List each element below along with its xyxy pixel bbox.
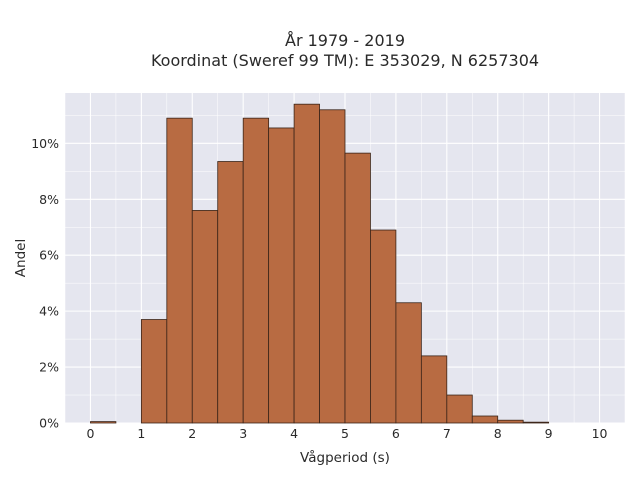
histogram-bars — [90, 103, 550, 424]
histogram-bar — [522, 421, 550, 424]
histogram-bar — [420, 355, 448, 424]
histogram-bar — [268, 127, 295, 424]
x-axis-label: Vågperiod (s) — [300, 449, 390, 466]
x-tick-label: 9 — [545, 426, 553, 441]
y-tick-label: 0% — [39, 416, 59, 431]
x-tick-label: 2 — [188, 426, 196, 441]
axis-ticks: 0 1 2 3 4 5 6 7 8 9 10 0% 2% 4% 6% 8% 10% — [31, 136, 607, 441]
x-tick-label: 4 — [290, 426, 298, 441]
x-tick-label: 10 — [592, 426, 608, 441]
x-tick-label: 5 — [341, 426, 349, 441]
histogram-bar — [497, 419, 524, 424]
histogram-bar — [293, 103, 320, 424]
y-tick-label: 2% — [39, 360, 59, 375]
histogram-bar — [242, 117, 270, 424]
x-tick-label: 1 — [137, 426, 145, 441]
x-tick-label: 7 — [443, 426, 451, 441]
y-tick-label: 4% — [39, 304, 59, 319]
histogram-bar — [471, 415, 499, 424]
histogram-bar — [395, 302, 422, 424]
histogram-bar — [370, 229, 397, 424]
chart-title-line-2: Koordinat (Sweref 99 TM): E 353029, N 62… — [151, 51, 539, 70]
y-axis-label: Andel — [13, 239, 29, 277]
histogram-bar — [319, 109, 346, 424]
y-tick-label: 10% — [31, 136, 59, 151]
histogram-bar — [90, 421, 117, 424]
histogram-bar — [217, 161, 244, 424]
histogram-bar — [140, 319, 168, 424]
x-tick-label: 8 — [494, 426, 502, 441]
histogram-bar — [166, 117, 193, 424]
y-tick-label: 6% — [39, 248, 59, 263]
x-tick-label: 6 — [392, 426, 400, 441]
x-tick-label: 0 — [86, 426, 94, 441]
histogram-bar — [344, 152, 371, 424]
chart-title-line-1: År 1979 - 2019 — [285, 31, 405, 50]
histogram-bar — [191, 210, 219, 424]
x-tick-label: 3 — [239, 426, 247, 441]
y-tick-label: 8% — [39, 192, 59, 207]
histogram-bar — [446, 394, 473, 424]
